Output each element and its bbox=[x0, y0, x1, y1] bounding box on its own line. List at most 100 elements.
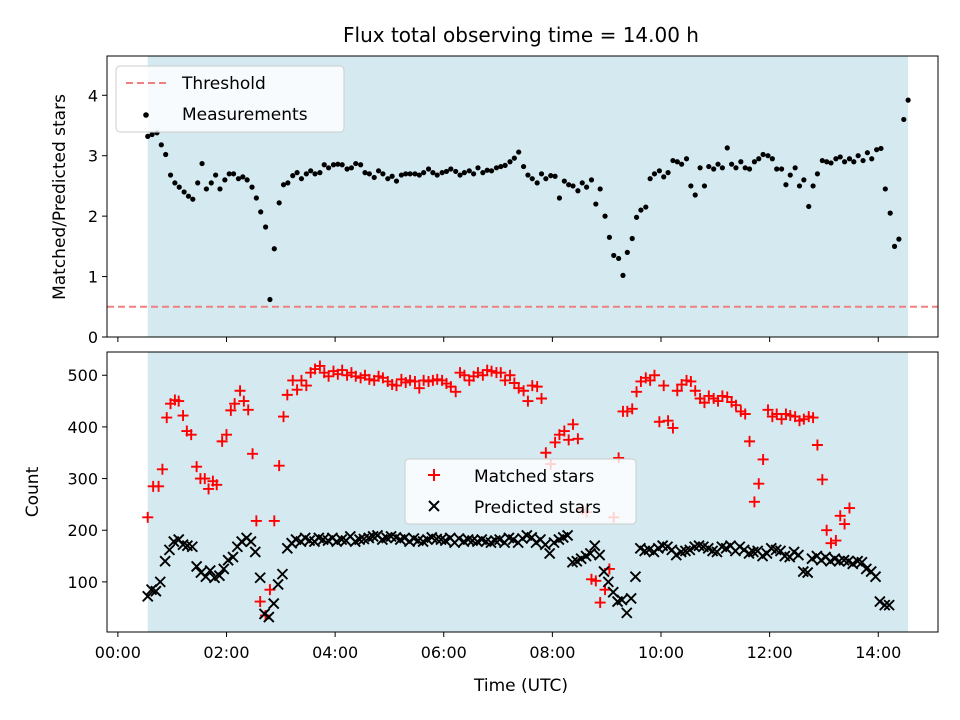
matched-stars-point bbox=[784, 410, 796, 422]
measurements-point bbox=[375, 168, 382, 174]
matched-stars-point bbox=[739, 408, 751, 420]
measurements-point bbox=[461, 170, 467, 176]
measurements-point bbox=[688, 183, 694, 189]
measurements-point bbox=[801, 177, 807, 183]
measurements-point bbox=[403, 171, 409, 177]
predicted-stars-point bbox=[150, 585, 162, 597]
measurements-point bbox=[407, 171, 413, 177]
matched-stars-point bbox=[626, 403, 638, 415]
measurements-point bbox=[701, 183, 708, 189]
matched-stars-point bbox=[689, 385, 701, 397]
matched-stars-point bbox=[798, 413, 810, 425]
measurements-point bbox=[887, 210, 893, 216]
measurements-point bbox=[846, 156, 853, 162]
matched-stars-point bbox=[273, 460, 285, 472]
measurements-point bbox=[285, 180, 291, 186]
measurements-point bbox=[878, 145, 884, 152]
measurements-point bbox=[312, 171, 318, 177]
measurements-point bbox=[683, 156, 690, 162]
measurements-point bbox=[520, 163, 527, 170]
measurements-point bbox=[602, 213, 608, 219]
measurements-point bbox=[724, 145, 730, 151]
predicted-stars-point bbox=[431, 533, 443, 545]
measurements-point bbox=[448, 166, 454, 172]
measurements-point bbox=[661, 174, 667, 180]
measurements-point bbox=[719, 165, 725, 171]
matched-stars-point bbox=[825, 537, 837, 549]
measurements-point bbox=[412, 171, 418, 177]
measurements-point bbox=[271, 246, 277, 252]
measurements-point bbox=[556, 195, 563, 201]
measurements-point bbox=[145, 133, 151, 139]
predicted-stars-point bbox=[272, 578, 284, 591]
y-tick-label: 100 bbox=[67, 573, 98, 592]
measurements-point bbox=[235, 176, 242, 182]
matched-stars-point bbox=[323, 370, 335, 382]
matched-stars-point bbox=[177, 410, 189, 422]
measurements-point bbox=[321, 162, 327, 168]
measurements-point bbox=[298, 176, 305, 182]
measurements-point bbox=[733, 165, 739, 171]
x-tick-label: 04:00 bbox=[312, 643, 358, 662]
count-y-axis: 100 200 300 400 500 bbox=[67, 366, 107, 592]
y-tick-label: 0 bbox=[88, 328, 98, 347]
measurements-point bbox=[824, 159, 830, 165]
matched-stars-point bbox=[242, 404, 254, 416]
measurements-point bbox=[828, 160, 834, 166]
predicted-stars-point bbox=[254, 572, 266, 584]
matched-stars-point bbox=[486, 365, 498, 377]
matched-stars-point bbox=[526, 380, 538, 392]
legend-measurements-label: Measurements bbox=[182, 105, 308, 125]
measurements-point bbox=[190, 196, 196, 202]
measurements-point bbox=[371, 174, 377, 181]
matched-stars-point bbox=[291, 384, 303, 396]
measurements-point bbox=[538, 171, 545, 177]
measurements-point bbox=[498, 163, 504, 170]
matched-stars-point bbox=[653, 416, 665, 428]
measurements-point bbox=[453, 168, 459, 175]
measurements-point bbox=[362, 170, 368, 176]
measurements-point bbox=[616, 255, 622, 262]
measurements-point bbox=[810, 183, 816, 189]
measurements-point bbox=[366, 171, 372, 177]
measurements-point bbox=[217, 186, 223, 192]
measurements-point bbox=[330, 162, 337, 168]
measurements-point bbox=[484, 167, 490, 173]
matched-stars-point bbox=[771, 408, 783, 420]
measurements-point bbox=[199, 160, 205, 167]
measurements-point bbox=[769, 156, 775, 162]
matched-stars-point bbox=[409, 375, 421, 387]
measurements-point bbox=[353, 160, 359, 167]
matched-stars-point bbox=[748, 496, 760, 508]
measurements-point bbox=[421, 170, 427, 176]
measurements-point bbox=[891, 243, 898, 249]
count-y-axis-label: Count bbox=[23, 466, 43, 517]
predicted-stars-point bbox=[561, 529, 574, 542]
predicted-stars-point bbox=[218, 563, 230, 575]
measurements-point bbox=[516, 149, 522, 155]
measurements-point bbox=[176, 184, 182, 190]
measurements-point bbox=[765, 153, 771, 159]
predicted-stars-point bbox=[589, 540, 601, 552]
legend-matched-swatch bbox=[428, 469, 440, 481]
matched-stars-point bbox=[199, 473, 211, 485]
matched-stars-point bbox=[499, 374, 511, 386]
predicted-stars-point bbox=[883, 599, 895, 611]
x-tick-label: 02:00 bbox=[203, 643, 249, 662]
measurements-point bbox=[244, 177, 250, 183]
y-tick-label: 2 bbox=[88, 207, 98, 226]
measurements-point bbox=[525, 172, 531, 178]
measurements-point bbox=[149, 131, 155, 138]
matched-stars-point bbox=[540, 447, 552, 459]
matched-stars-point bbox=[821, 524, 833, 536]
measurements-point bbox=[851, 159, 857, 165]
matched-stars-point bbox=[278, 411, 290, 423]
measurements-point bbox=[656, 168, 662, 174]
matched-stars-point bbox=[839, 518, 851, 530]
measurements-point bbox=[457, 172, 463, 178]
matched-stars-point bbox=[336, 364, 348, 376]
measurements-point bbox=[597, 186, 603, 192]
matched-stars-point bbox=[156, 463, 168, 475]
measurements-point bbox=[633, 214, 640, 220]
measurements-point bbox=[760, 151, 766, 158]
